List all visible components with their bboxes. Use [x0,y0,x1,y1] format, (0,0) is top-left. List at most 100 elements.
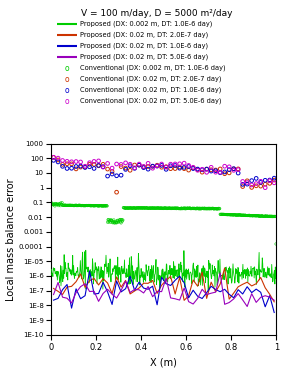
Point [204,206,209,212]
Point [221,211,226,217]
Point [191,165,196,171]
Point [245,213,249,219]
Point [243,212,247,218]
Point [50,200,54,206]
Point [180,206,185,212]
Point [72,203,76,209]
Point [211,206,216,212]
Point [258,213,262,219]
Point [195,167,200,173]
Point [214,206,218,212]
Point [98,203,102,209]
Point [100,203,105,209]
Point [187,205,192,211]
Point [101,164,105,170]
Point [141,205,145,211]
Point [150,163,155,169]
Point [193,206,197,212]
Point [188,205,192,211]
Point [54,202,58,208]
Point [99,203,103,209]
Point [118,219,123,225]
Point [209,205,214,211]
Point [272,214,276,220]
Point [232,212,237,217]
Point [194,206,199,212]
Point [262,213,267,219]
Point [229,212,233,217]
Point [263,177,267,183]
Point [213,169,218,175]
Point [171,205,176,211]
Point [149,205,154,211]
Point [130,205,134,211]
Point [155,205,160,211]
Point [273,214,277,220]
Point [176,206,181,212]
Point [124,205,128,211]
Point [106,217,110,223]
Point [109,217,114,223]
Point [146,166,150,172]
Point [249,182,254,188]
Point [137,205,141,211]
Point [132,205,137,210]
Point [216,206,221,212]
Point [186,167,191,173]
Point [159,162,164,168]
Point [71,202,76,208]
Point [158,205,162,211]
Point [156,205,161,211]
Point [68,202,73,208]
Point [247,212,251,218]
Point [218,212,223,217]
Point [150,205,155,211]
Point [139,205,143,211]
Point [256,213,261,219]
Point [116,219,121,225]
Point [114,173,119,179]
Point [88,203,93,209]
Point [260,213,264,219]
Text: o: o [65,97,69,106]
Point [150,163,155,169]
Point [78,159,83,165]
Point [177,164,182,170]
Point [217,205,221,211]
Point [231,166,236,172]
Point [165,206,169,212]
Point [222,169,227,175]
Point [215,206,219,212]
Point [119,164,123,170]
Point [175,205,179,211]
Point [230,212,234,217]
Point [144,205,148,210]
Point [266,213,271,219]
Point [137,205,142,211]
Point [56,155,60,161]
Point [194,205,199,211]
Point [162,205,167,211]
Point [100,203,105,209]
Point [135,205,139,211]
Point [183,205,188,211]
Point [132,205,137,211]
Point [248,213,253,219]
Point [154,205,158,211]
Point [163,205,168,211]
Point [137,161,141,167]
Point [257,213,262,219]
Point [198,206,203,212]
Point [68,202,72,208]
Point [78,164,83,170]
Point [258,213,263,219]
Point [67,202,71,208]
Point [225,212,229,217]
Point [239,212,244,218]
Point [115,217,120,223]
Point [96,203,100,209]
Text: Conventional (DX: 0.02 m, DT: 1.0E-6 day): Conventional (DX: 0.02 m, DT: 1.0E-6 day… [80,87,221,93]
Point [141,205,145,211]
Point [128,161,132,167]
Point [219,212,223,217]
